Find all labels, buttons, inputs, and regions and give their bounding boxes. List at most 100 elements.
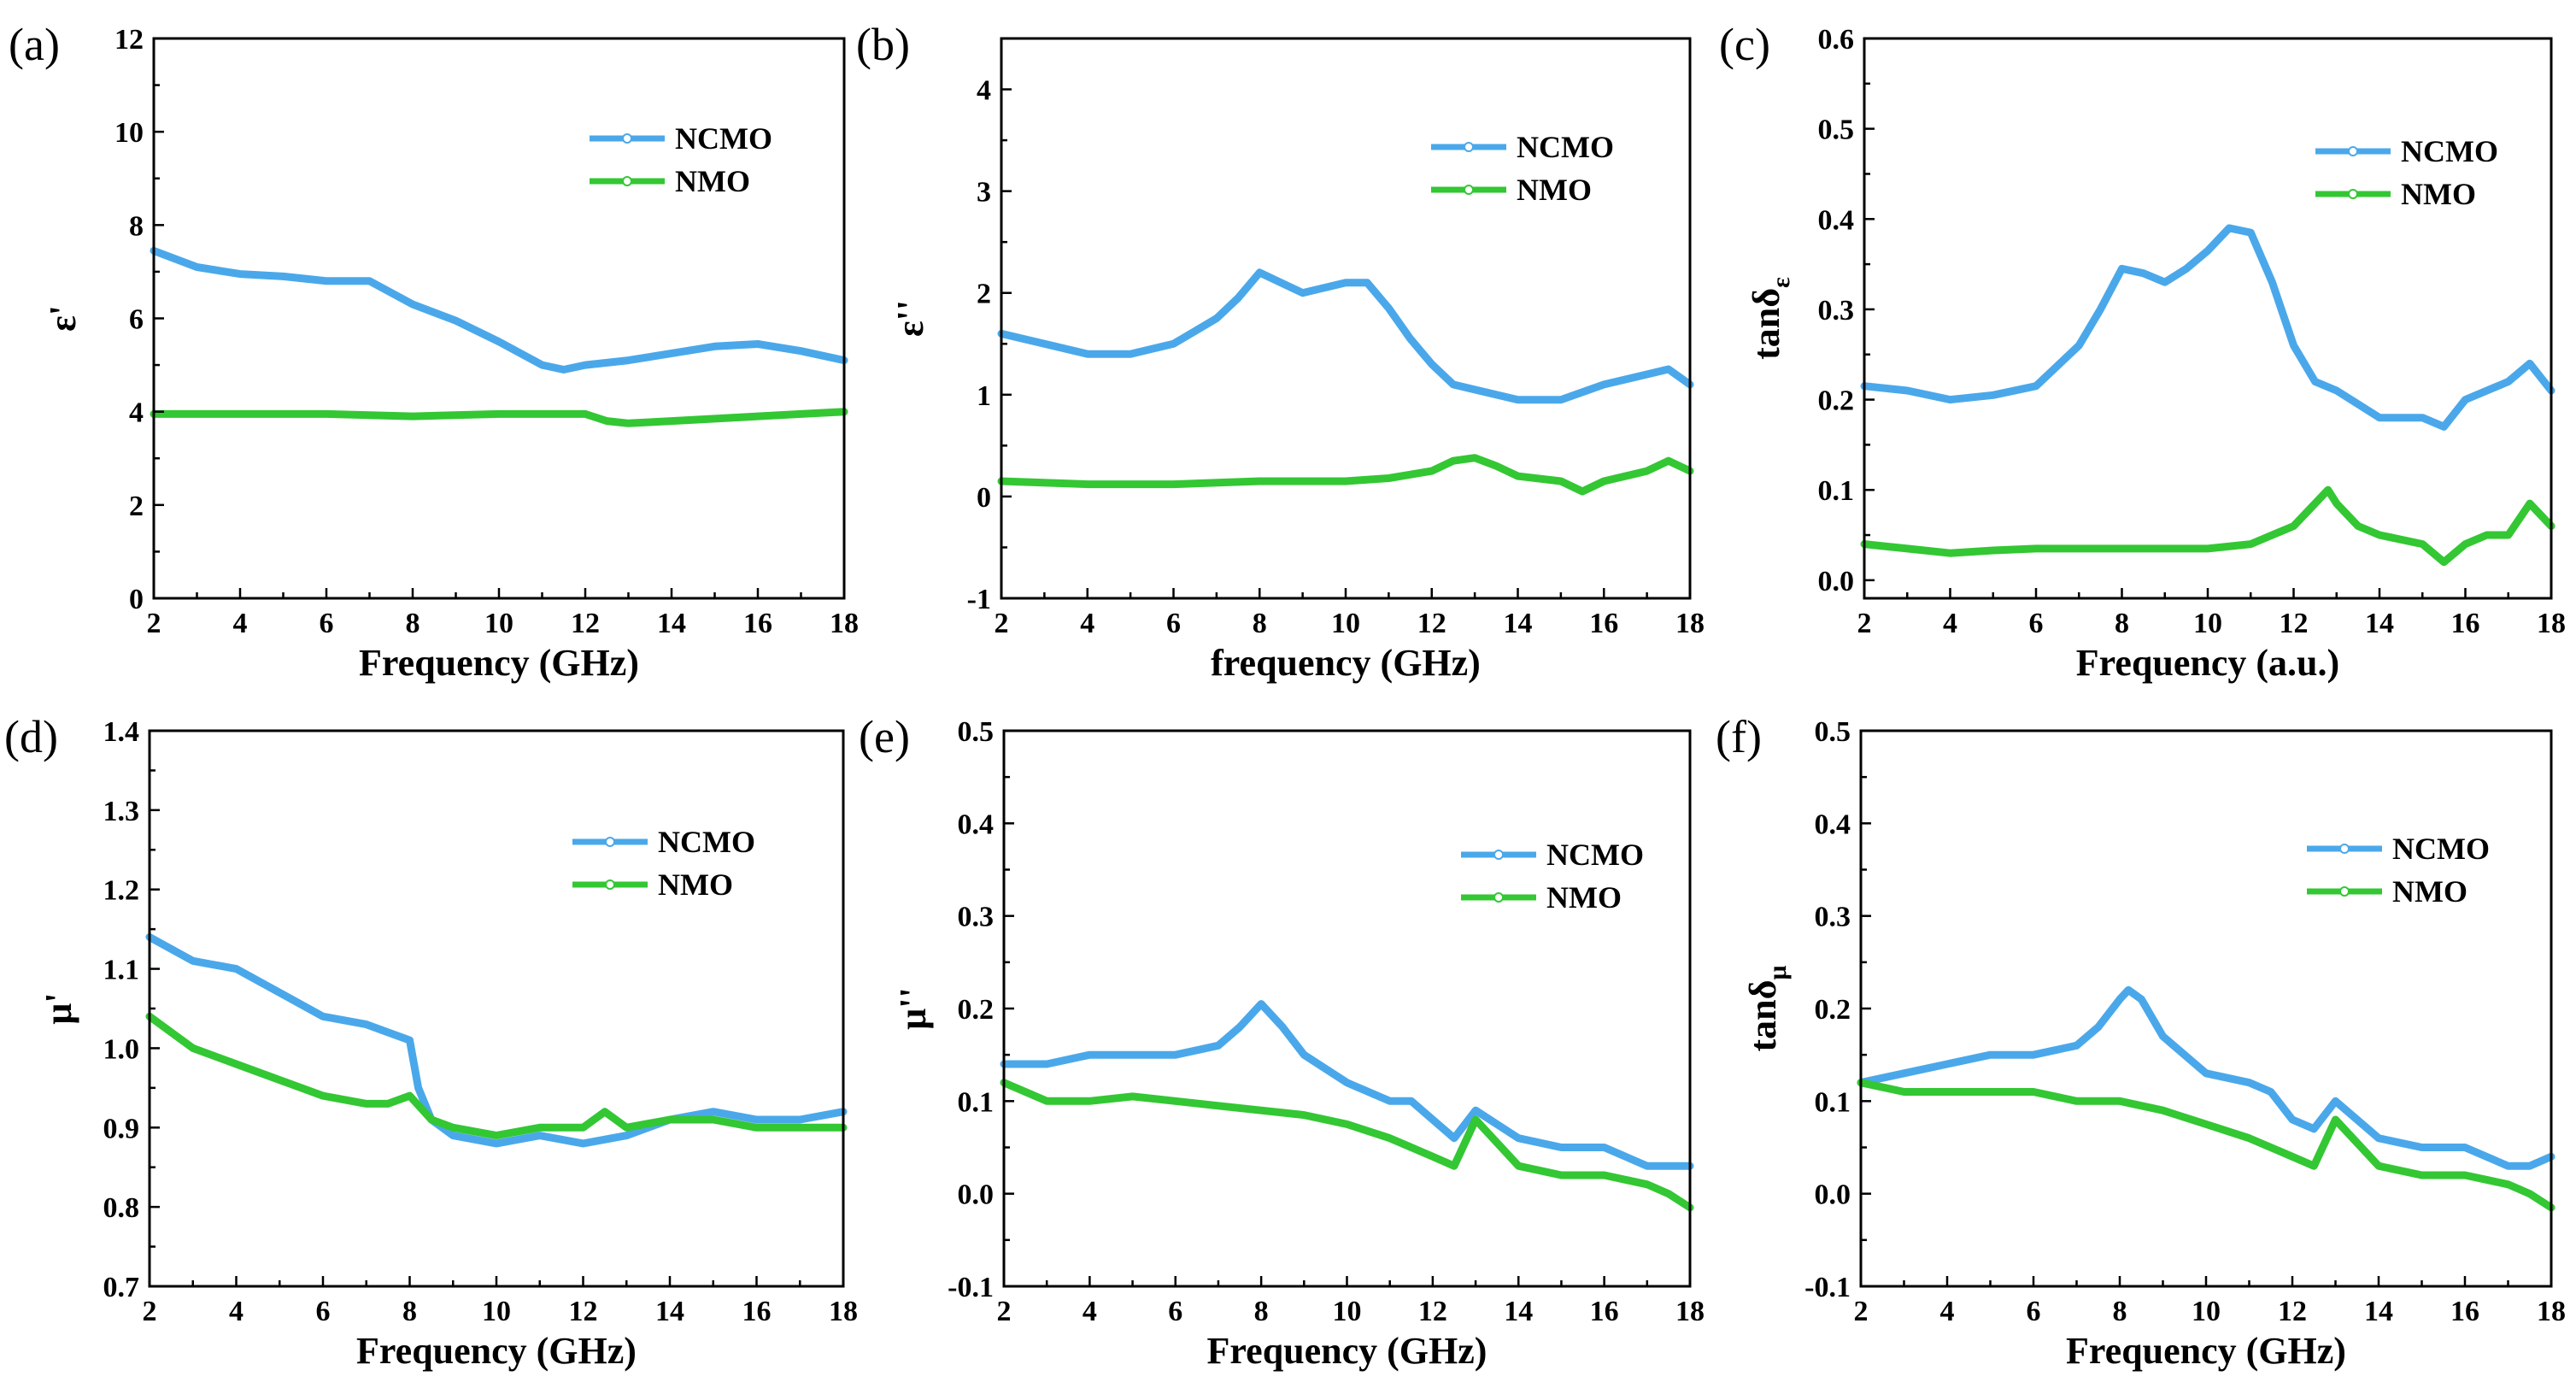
y-tick-label: 1.3	[103, 796, 140, 827]
panel-label: (d)	[4, 711, 58, 762]
legend-label: NMO	[1517, 173, 1592, 207]
x-tick-label: 4	[1943, 608, 1957, 639]
x-tick-label: 4	[233, 608, 248, 639]
y-tick-label: 0.3	[958, 902, 995, 933]
y-tick-label: 0.2	[1815, 994, 1851, 1026]
y-tick-label: 0.0	[958, 1179, 995, 1211]
y-axis-title: ε''	[889, 300, 931, 337]
legend-label: NCMO	[2401, 134, 2498, 168]
x-tick-label: 14	[655, 1296, 684, 1327]
y-tick-label: 1.1	[103, 955, 140, 986]
x-tick-label: 4	[1080, 608, 1094, 639]
y-tick-label: 0	[977, 482, 991, 514]
y-tick-label: -0.1	[948, 1272, 994, 1303]
legend-entry-ncmo: NCMO	[572, 825, 755, 859]
x-tick-label: 12	[569, 1296, 598, 1327]
x-tick-label: 12	[2280, 608, 2309, 639]
x-tick-label: 18	[1675, 608, 1705, 639]
x-tick-label: 12	[571, 608, 600, 639]
legend-entry-nmo: NMO	[1461, 880, 1622, 915]
x-tick-label: 16	[742, 1296, 772, 1327]
series-ncmo-line	[150, 246, 848, 373]
y-tick-label: 1.4	[103, 716, 140, 748]
legend-marker	[2339, 886, 2350, 897]
legend-entry-nmo: NMO	[2307, 874, 2467, 909]
x-tick-label: 4	[229, 1296, 244, 1327]
y-tick-label: 0.6	[1818, 24, 1855, 56]
x-tick-label: 10	[1333, 1296, 1362, 1327]
panel-label: (f)	[1716, 711, 1762, 762]
legend-label: NMO	[675, 164, 750, 198]
series-ncmo-line	[1857, 985, 2555, 1170]
x-tick-label: 12	[1418, 1296, 1447, 1327]
y-tick-label: 0.7	[103, 1272, 140, 1303]
y-tick-label: 6	[129, 304, 144, 336]
y-tick-label: 4	[977, 75, 991, 107]
x-tick-label: 16	[743, 608, 772, 639]
x-tick-label: 6	[1166, 608, 1181, 639]
panel-d: 2 4 6 8 10 12 14 16 18 0.7 0.8 0.9 1.0 1.1 1.2 1.3 1.4 Fr…	[4, 711, 858, 1372]
x-tick-label: 2	[995, 608, 1009, 639]
x-tick-label: 6	[2027, 1296, 2041, 1327]
x-axis-title: Frequency (GHz)	[2066, 1330, 2346, 1372]
y-tick-label: 3	[977, 177, 991, 209]
x-tick-label: 12	[2278, 1296, 2307, 1327]
y-tick-label: 0.0	[1818, 566, 1855, 597]
x-tick-label: 18	[830, 608, 859, 639]
y-axis-title: ε'	[42, 305, 84, 332]
series-nmo-line	[150, 408, 848, 427]
x-tick-label: 8	[402, 1296, 417, 1327]
legend-entry-nmo: NMO	[2315, 177, 2476, 211]
legend-label: NCMO	[1517, 130, 1614, 164]
y-tick-label: -1	[967, 584, 991, 615]
y-tick-label: 0.2	[958, 994, 995, 1026]
legend-entry-ncmo: NCMO	[590, 121, 772, 156]
legend-marker	[622, 176, 632, 186]
legend-marker	[622, 133, 632, 144]
y-tick-label: 0.1	[958, 1086, 995, 1118]
legend-marker	[2339, 844, 2350, 854]
y-axis-title: μ'	[38, 992, 79, 1024]
x-tick-label: 2	[1854, 1296, 1869, 1327]
y-tick-label: 0	[129, 584, 144, 615]
y-tick-label: 0.5	[958, 716, 995, 748]
x-tick-label: 8	[1254, 1296, 1269, 1327]
panel-label: (a)	[9, 19, 60, 70]
plot-frame	[1859, 729, 2553, 1288]
plot-frame	[148, 729, 845, 1288]
series-nmo-line	[1000, 1079, 1694, 1212]
x-tick-label: 2	[147, 608, 161, 639]
series-ncmo-line	[997, 268, 1694, 404]
y-tick-label: 0.3	[1818, 295, 1855, 326]
y-tick-label: 12	[114, 24, 144, 56]
y-tick-label: 0.4	[1815, 809, 1851, 840]
y-tick-label: 0.0	[1815, 1179, 1851, 1211]
series-nmo-line	[1860, 485, 2555, 567]
panel-e: 2 4 6 8 10 12 14 16 18 -0.1 0.0 0.1 0.2 0.3 0.4 0.5 Freq…	[859, 711, 1705, 1372]
legend-entry-ncmo: NCMO	[2307, 832, 2490, 866]
y-tick-label: 0.5	[1815, 716, 1851, 748]
legend-label: NCMO	[2392, 832, 2490, 866]
y-axis-title: μ''	[892, 987, 934, 1029]
x-tick-label: 16	[2450, 1296, 2479, 1327]
x-tick-label: 14	[2365, 608, 2394, 639]
x-tick-label: 2	[1857, 608, 1872, 639]
panel-f: 2 4 6 8 10 12 14 16 18 -0.1 0.0 0.1 0.2 0.3 0.4 0.5 Freq…	[1716, 711, 2566, 1372]
y-tick-label: 0.5	[1818, 115, 1855, 146]
legend-marker	[605, 879, 615, 890]
x-tick-label: 14	[1504, 608, 1533, 639]
panel-label: (b)	[856, 19, 910, 70]
legend-marker	[1464, 185, 1474, 195]
y-tick-label: 2	[977, 279, 991, 310]
x-tick-label: 12	[1417, 608, 1446, 639]
x-axis-title: frequency (GHz)	[1211, 642, 1481, 684]
x-tick-label: 16	[1589, 608, 1618, 639]
x-tick-label: 6	[1168, 1296, 1182, 1327]
plot-frame	[1000, 37, 1692, 600]
y-tick-label: 0.2	[1818, 385, 1855, 417]
x-tick-label: 10	[2193, 608, 2222, 639]
x-tick-label: 10	[1331, 608, 1360, 639]
x-tick-label: 14	[657, 608, 686, 639]
legend-label: NMO	[2392, 874, 2467, 909]
